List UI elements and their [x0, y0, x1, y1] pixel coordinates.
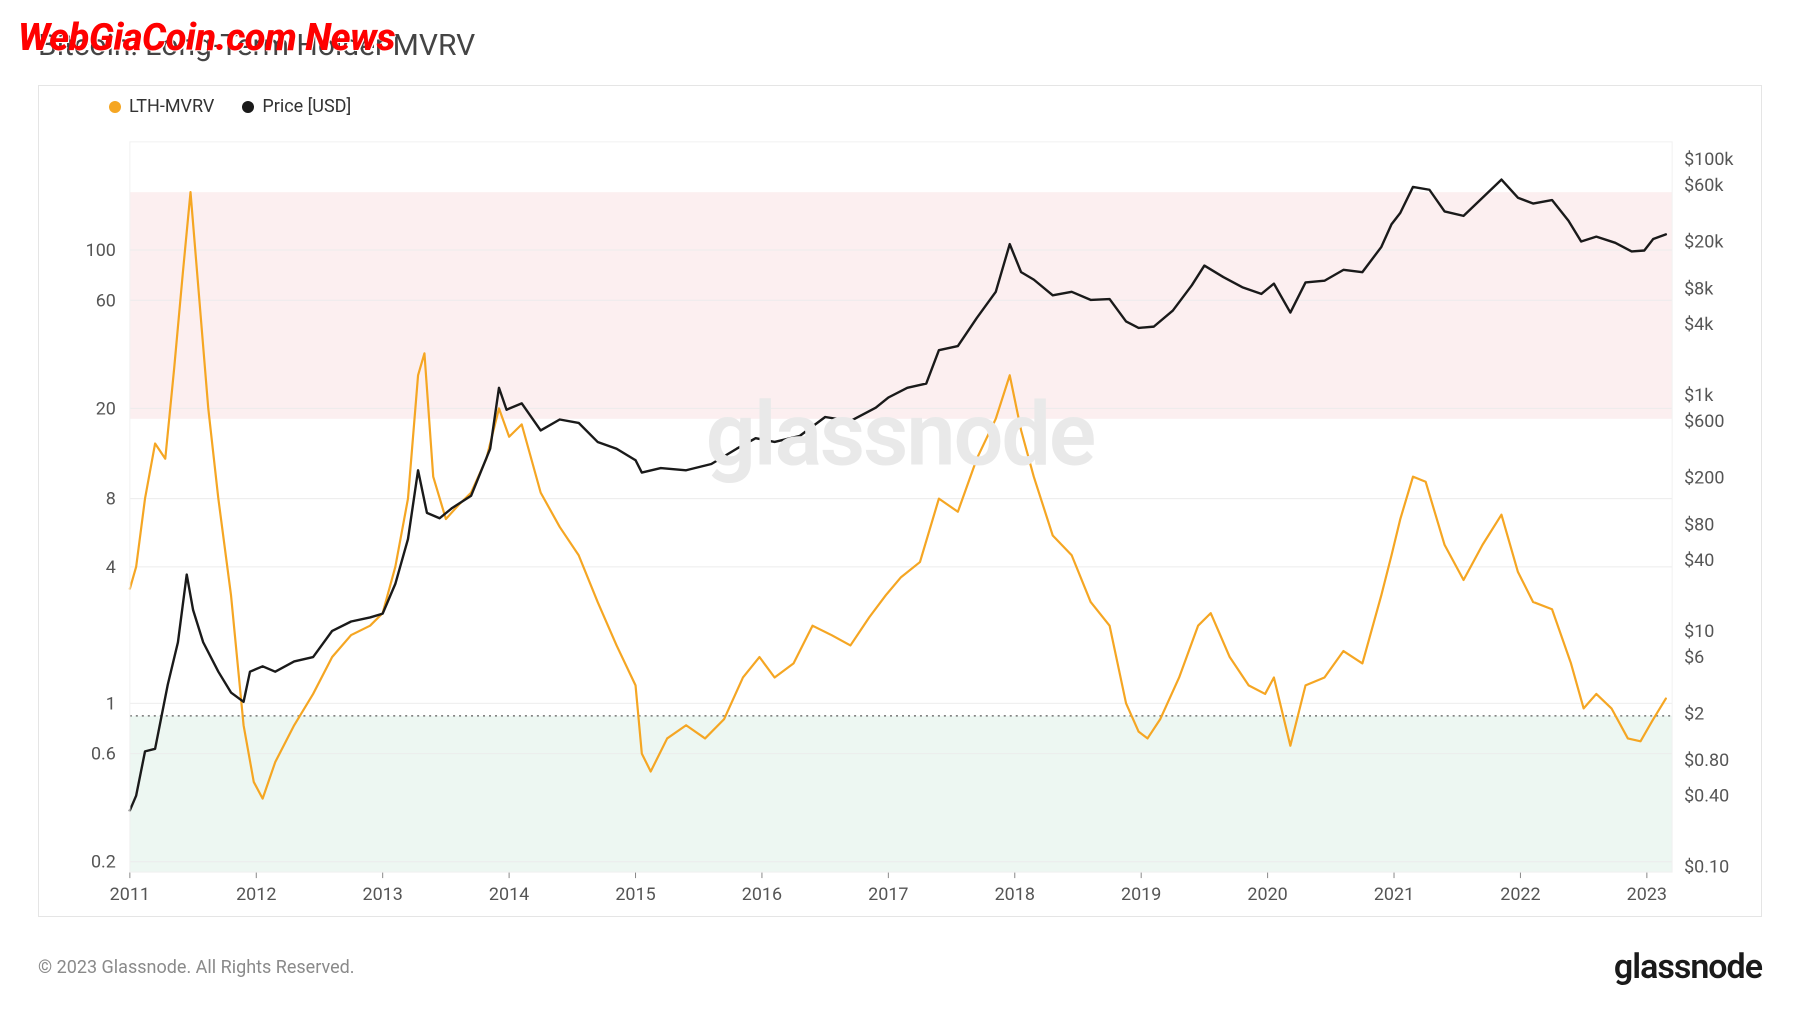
svg-text:$4k: $4k: [1684, 314, 1714, 335]
legend-item-mvrv: LTH-MVRV: [109, 96, 214, 117]
svg-text:$200: $200: [1684, 467, 1724, 488]
svg-text:2015: 2015: [615, 884, 655, 905]
svg-text:$100k: $100k: [1684, 149, 1734, 170]
svg-text:$60k: $60k: [1684, 175, 1724, 196]
chart-svg: 2011201220132014201520162017201820192020…: [39, 86, 1761, 916]
svg-text:$6: $6: [1684, 647, 1704, 668]
svg-text:1: 1: [106, 693, 116, 714]
svg-text:8: 8: [106, 489, 116, 510]
svg-text:2020: 2020: [1247, 884, 1287, 905]
svg-text:$40: $40: [1684, 550, 1714, 571]
svg-text:4: 4: [106, 557, 116, 578]
svg-text:60: 60: [96, 290, 116, 311]
copyright: © 2023 Glassnode. All Rights Reserved.: [38, 957, 355, 978]
svg-text:2011: 2011: [110, 884, 150, 905]
svg-text:$20k: $20k: [1684, 232, 1724, 253]
svg-text:$0.80: $0.80: [1684, 750, 1729, 771]
svg-text:2022: 2022: [1500, 884, 1540, 905]
svg-text:2023: 2023: [1627, 884, 1667, 905]
svg-text:2017: 2017: [868, 884, 908, 905]
overlay-watermark: WebGiaCoin.com News: [18, 16, 395, 60]
svg-text:$8k: $8k: [1684, 278, 1714, 299]
svg-text:100: 100: [86, 240, 116, 261]
svg-text:20: 20: [96, 398, 116, 419]
svg-text:2019: 2019: [1121, 884, 1161, 905]
legend-item-price: Price [USD]: [242, 96, 351, 117]
svg-text:0.2: 0.2: [91, 852, 116, 873]
svg-text:2021: 2021: [1374, 884, 1414, 905]
svg-text:2016: 2016: [742, 884, 782, 905]
legend-label-mvrv: LTH-MVRV: [129, 96, 214, 117]
legend: LTH-MVRV Price [USD]: [109, 96, 351, 117]
svg-text:$1k: $1k: [1684, 385, 1714, 406]
svg-text:$10: $10: [1684, 621, 1714, 642]
svg-text:$2: $2: [1684, 703, 1704, 724]
svg-text:$600: $600: [1684, 411, 1724, 432]
svg-text:$0.10: $0.10: [1684, 857, 1729, 878]
svg-text:$0.40: $0.40: [1684, 786, 1729, 807]
svg-text:2018: 2018: [995, 884, 1035, 905]
svg-text:2013: 2013: [363, 884, 403, 905]
svg-text:2014: 2014: [489, 884, 529, 905]
svg-text:0.6: 0.6: [91, 744, 116, 765]
brand-logo: glassnode: [1614, 947, 1762, 987]
legend-dot-price: [242, 101, 254, 113]
legend-dot-mvrv: [109, 101, 121, 113]
legend-label-price: Price [USD]: [262, 96, 351, 117]
svg-text:$80: $80: [1684, 514, 1714, 535]
center-watermark: glassnode: [706, 383, 1095, 486]
svg-text:2012: 2012: [236, 884, 276, 905]
chart-frame: LTH-MVRV Price [USD] glassnode 2011 2012 2…: [38, 85, 1762, 917]
